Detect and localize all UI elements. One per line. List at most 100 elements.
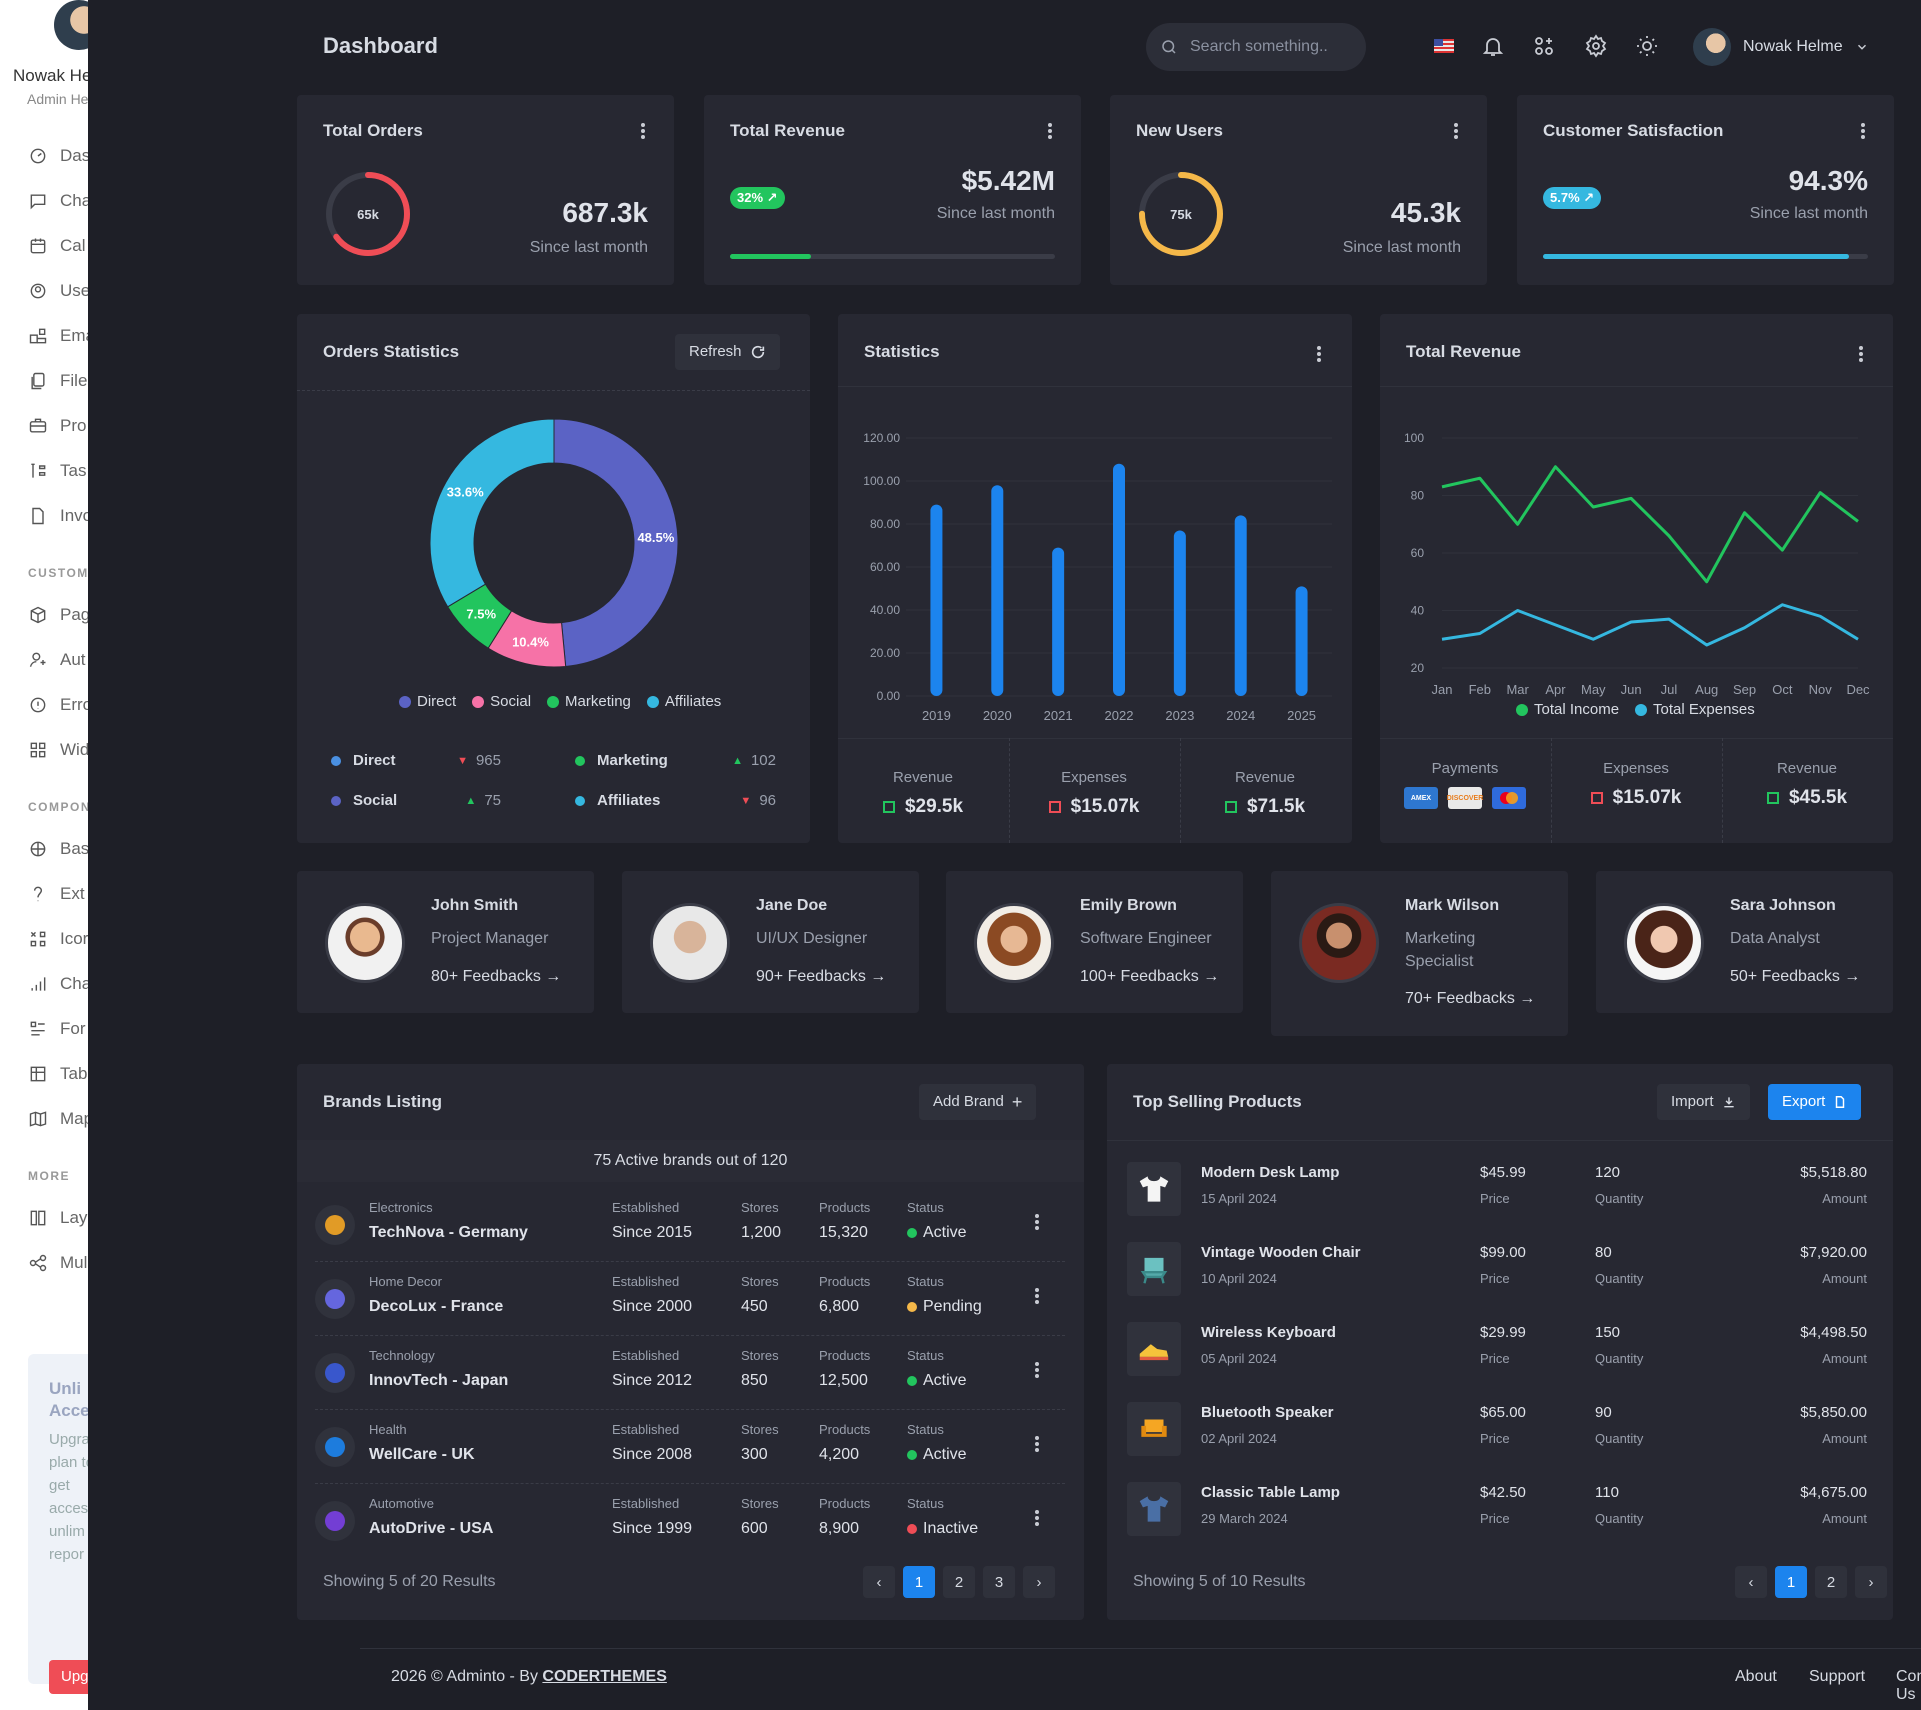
product-date: 10 April 2024 bbox=[1201, 1271, 1277, 1286]
page-1-button[interactable]: 1 bbox=[1775, 1566, 1807, 1598]
trend-up-icon: ▲ bbox=[465, 794, 477, 807]
page-1-button[interactable]: 1 bbox=[903, 1566, 935, 1598]
sidebar-avatar[interactable] bbox=[54, 0, 88, 50]
add-brand-button[interactable]: Add Brand + bbox=[919, 1084, 1037, 1120]
search-input[interactable]: Search something.. bbox=[1146, 23, 1366, 71]
product-name[interactable]: Wireless Keyboard bbox=[1201, 1324, 1336, 1341]
amount-label: Amount bbox=[1822, 1511, 1867, 1526]
line-series-total-expenses[interactable] bbox=[1441, 603, 1859, 647]
feedbacks-link[interactable]: 90+ Feedbacks → bbox=[756, 968, 887, 985]
feedbacks-link[interactable]: 70+ Feedbacks → bbox=[1405, 990, 1536, 1007]
sidebar-item-extended[interactable]: Ext bbox=[28, 884, 85, 904]
upgrade-button[interactable]: Upg bbox=[49, 1660, 88, 1694]
footer-link-about[interactable]: About bbox=[1735, 1668, 1777, 1685]
product-name[interactable]: Classic Table Lamp bbox=[1201, 1484, 1340, 1501]
bell-icon[interactable] bbox=[1481, 34, 1505, 58]
refresh-button[interactable]: Refresh bbox=[675, 334, 780, 370]
bar-2019[interactable] bbox=[930, 504, 943, 696]
gear-icon[interactable] bbox=[1584, 34, 1608, 58]
feedbacks-link[interactable]: 100+ Feedbacks → bbox=[1080, 968, 1220, 985]
legend-item-affiliates[interactable]: Affiliates bbox=[646, 693, 721, 710]
sidebar-item-layout[interactable]: Lay bbox=[28, 1208, 87, 1228]
sidebar-item-email[interactable]: Ema bbox=[28, 326, 88, 346]
total-revenue-menu-button[interactable] bbox=[1858, 344, 1864, 364]
import-button[interactable]: Import bbox=[1657, 1084, 1750, 1120]
row-menu-button[interactable] bbox=[1034, 1212, 1040, 1232]
kpi-menu-button[interactable] bbox=[640, 121, 646, 141]
sidebar-item-user[interactable]: Use bbox=[28, 281, 88, 301]
codethemes-link[interactable]: CODERTHEMES bbox=[542, 1668, 667, 1685]
apps-icon[interactable] bbox=[1532, 34, 1556, 58]
row-menu-button[interactable] bbox=[1034, 1434, 1040, 1454]
statistics-menu-button[interactable] bbox=[1316, 344, 1322, 364]
us-flag-icon[interactable] bbox=[1432, 34, 1456, 58]
x-tick-label: Aug bbox=[1695, 682, 1718, 697]
line-series-total-income[interactable] bbox=[1441, 465, 1859, 584]
legend-item-marketing[interactable]: Marketing bbox=[547, 693, 631, 710]
sidebar-item-calendar[interactable]: Cal bbox=[28, 236, 86, 256]
sidebar-item-label: Invo bbox=[60, 506, 88, 525]
feedbacks-link[interactable]: 80+ Feedbacks → bbox=[431, 968, 562, 985]
icons-icon bbox=[30, 931, 46, 947]
bar-2020[interactable] bbox=[991, 485, 1004, 696]
export-button[interactable]: Export bbox=[1768, 1084, 1862, 1120]
footer-divider bbox=[360, 1648, 1921, 1649]
sidebar-item-widget[interactable]: Wid bbox=[28, 740, 88, 760]
sidebar-item-tasks[interactable]: Tas bbox=[28, 461, 86, 481]
bar-2023[interactable] bbox=[1173, 530, 1186, 696]
sidebar-item-map[interactable]: Map bbox=[28, 1109, 88, 1129]
sidebar-item-file[interactable]: File bbox=[28, 371, 87, 391]
row-menu-button[interactable] bbox=[1034, 1360, 1040, 1380]
row-menu-button[interactable] bbox=[1034, 1286, 1040, 1306]
kpi-menu-button[interactable] bbox=[1047, 121, 1053, 141]
page-2-button[interactable]: 2 bbox=[1815, 1566, 1847, 1598]
bar-2021[interactable] bbox=[1052, 547, 1065, 696]
kpi-menu-button[interactable] bbox=[1453, 121, 1459, 141]
sidebar-item-box[interactable]: Pag bbox=[28, 605, 88, 625]
product-name[interactable]: Vintage Wooden Chair bbox=[1201, 1244, 1361, 1261]
sidebar-item-icons[interactable]: Icor bbox=[28, 929, 88, 949]
donut-slice-affiliates[interactable] bbox=[429, 418, 555, 608]
sidebar-item-briefcase[interactable]: Pro bbox=[28, 416, 86, 436]
row-menu-button[interactable] bbox=[1034, 1508, 1040, 1528]
sidebar-item-invoice[interactable]: Invo bbox=[28, 506, 88, 526]
sun-icon[interactable] bbox=[1635, 34, 1659, 58]
bar-2022[interactable] bbox=[1113, 463, 1125, 696]
sidebar-item-form[interactable]: For bbox=[28, 1019, 86, 1039]
sidebar-item-basketball[interactable]: Bas bbox=[28, 839, 88, 859]
donut-slice-direct[interactable] bbox=[553, 418, 679, 667]
legend-item-total-expenses[interactable]: Total Expenses bbox=[1635, 701, 1755, 718]
product-name[interactable]: Modern Desk Lamp bbox=[1201, 1164, 1340, 1181]
sidebar-item-chat[interactable]: Cha bbox=[28, 191, 88, 211]
footer-link-contact-us[interactable]: Contact Us bbox=[1896, 1668, 1921, 1703]
bar-2025[interactable] bbox=[1295, 586, 1308, 696]
footer-link-support[interactable]: Support bbox=[1809, 1668, 1866, 1685]
sidebar-item-table[interactable]: Tab bbox=[28, 1064, 87, 1084]
sidebar-item-error[interactable]: Erro bbox=[28, 695, 88, 715]
sidebar-item-dashboard[interactable]: Das bbox=[28, 146, 88, 166]
sidebar-item-share[interactable]: Mul bbox=[28, 1253, 87, 1273]
page-2-button[interactable]: 2 bbox=[943, 1566, 975, 1598]
revenue-summary-payments: Payments AMEX DISCOVER bbox=[1380, 760, 1550, 809]
next-page-button[interactable]: › bbox=[1855, 1566, 1887, 1598]
product-name[interactable]: Bluetooth Speaker bbox=[1201, 1404, 1334, 1421]
status-badge: Active bbox=[907, 1372, 967, 1390]
page-3-button[interactable]: 3 bbox=[983, 1566, 1015, 1598]
prev-page-button[interactable]: ‹ bbox=[863, 1566, 895, 1598]
sidebar-item-auth[interactable]: Aut bbox=[28, 650, 86, 670]
legend-item-total-income[interactable]: Total Income bbox=[1516, 701, 1619, 718]
price-label: Price bbox=[1480, 1431, 1510, 1446]
prev-page-button[interactable]: ‹ bbox=[1735, 1566, 1767, 1598]
search-placeholder: Search something.. bbox=[1190, 38, 1328, 55]
sidebar-item-label: Pag bbox=[60, 605, 88, 624]
user-menu[interactable]: Nowak Helme bbox=[1693, 28, 1869, 66]
brand-name: AutoDrive - USA bbox=[369, 1520, 494, 1537]
legend-item-direct[interactable]: Direct bbox=[399, 693, 456, 710]
kpi-menu-button[interactable] bbox=[1860, 121, 1866, 141]
statistics-bar-chart: 0.00 20.00 40.00 60.00 80.00 100.00 120.00 2019… bbox=[863, 431, 1332, 723]
feedbacks-link[interactable]: 50+ Feedbacks → bbox=[1730, 968, 1861, 985]
next-page-button[interactable]: › bbox=[1023, 1566, 1055, 1598]
bar-2024[interactable] bbox=[1234, 515, 1247, 696]
legend-item-social[interactable]: Social bbox=[472, 693, 531, 710]
sidebar-item-chart[interactable]: Cha bbox=[28, 974, 88, 994]
